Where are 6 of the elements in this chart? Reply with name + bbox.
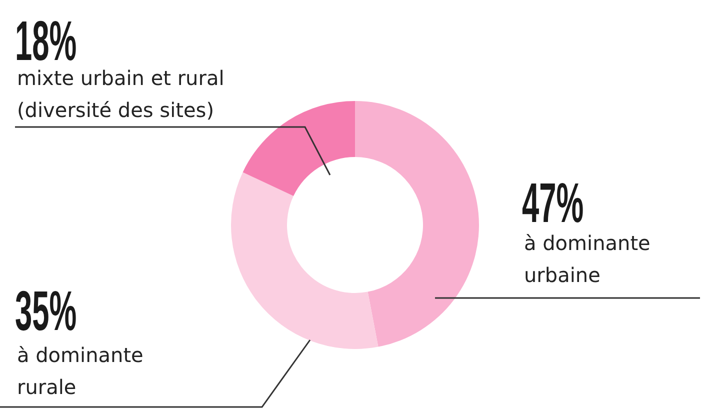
data-label: 35% bbox=[15, 279, 77, 342]
donut-slice bbox=[355, 101, 479, 347]
slice-label: à dominante rurale bbox=[17, 343, 144, 399]
donut-slice bbox=[242, 101, 355, 196]
slice-label: mixte urbain et rural (diversité des sites) bbox=[17, 66, 224, 122]
donut-slice bbox=[231, 172, 378, 349]
